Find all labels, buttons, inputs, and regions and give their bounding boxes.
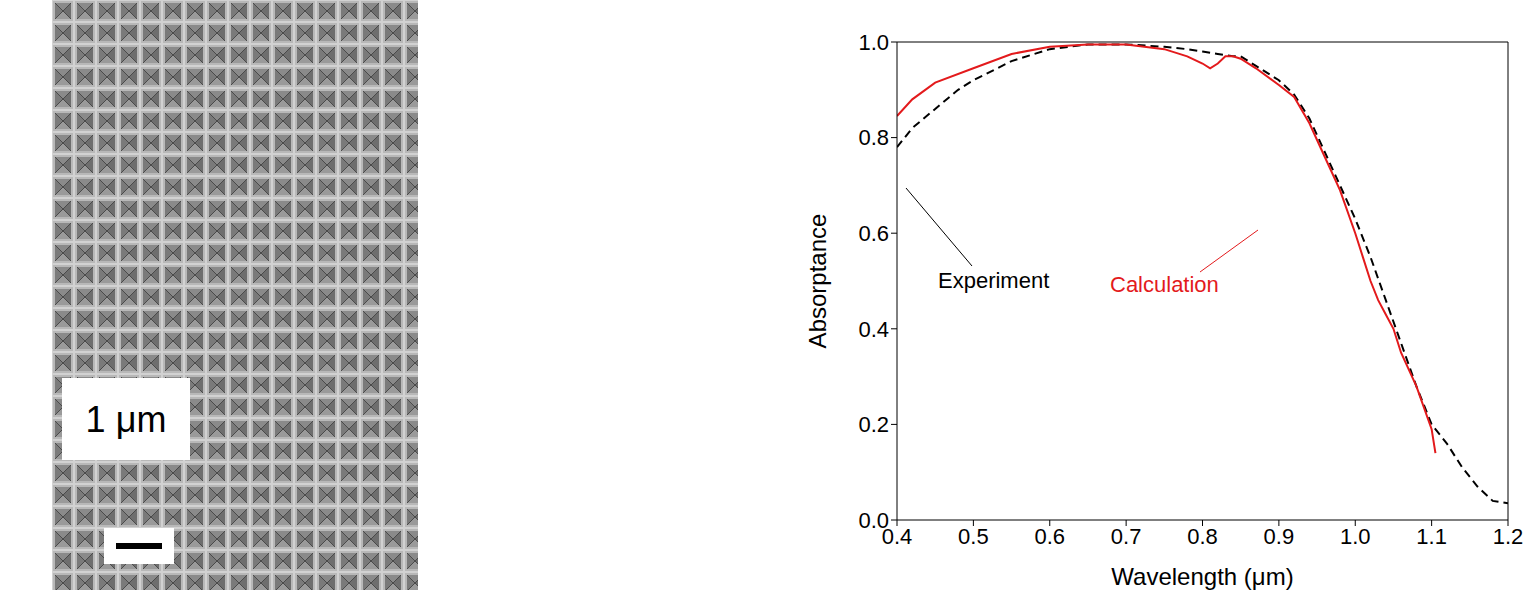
svg-text:0.6: 0.6 [858,221,889,246]
svg-text:0.6: 0.6 [1034,524,1065,549]
svg-text:0.9: 0.9 [1264,524,1295,549]
svg-text:0.4: 0.4 [881,523,913,549]
svg-text:0.8: 0.8 [1187,524,1218,549]
svg-text:Wavelength (μm): Wavelength (μm) [1111,563,1293,590]
svg-text:1 μm: 1 μm [86,399,167,440]
svg-text:0.5: 0.5 [958,524,989,549]
svg-text:Absorptance: Absorptance [804,214,831,349]
svg-text:1.1: 1.1 [1416,524,1447,549]
svg-text:0.0: 0.0 [858,508,889,533]
svg-text:1.2: 1.2 [1493,524,1524,549]
svg-text:0.8: 0.8 [858,125,889,150]
svg-text:0.4: 0.4 [858,317,889,342]
svg-text:1.0: 1.0 [1340,524,1371,549]
svg-text:Calculation: Calculation [1110,272,1219,297]
svg-text:Experiment: Experiment [938,268,1049,293]
svg-text:0.7: 0.7 [1111,524,1142,549]
svg-text:0.2: 0.2 [858,412,889,437]
svg-text:1.0: 1.0 [858,30,889,55]
